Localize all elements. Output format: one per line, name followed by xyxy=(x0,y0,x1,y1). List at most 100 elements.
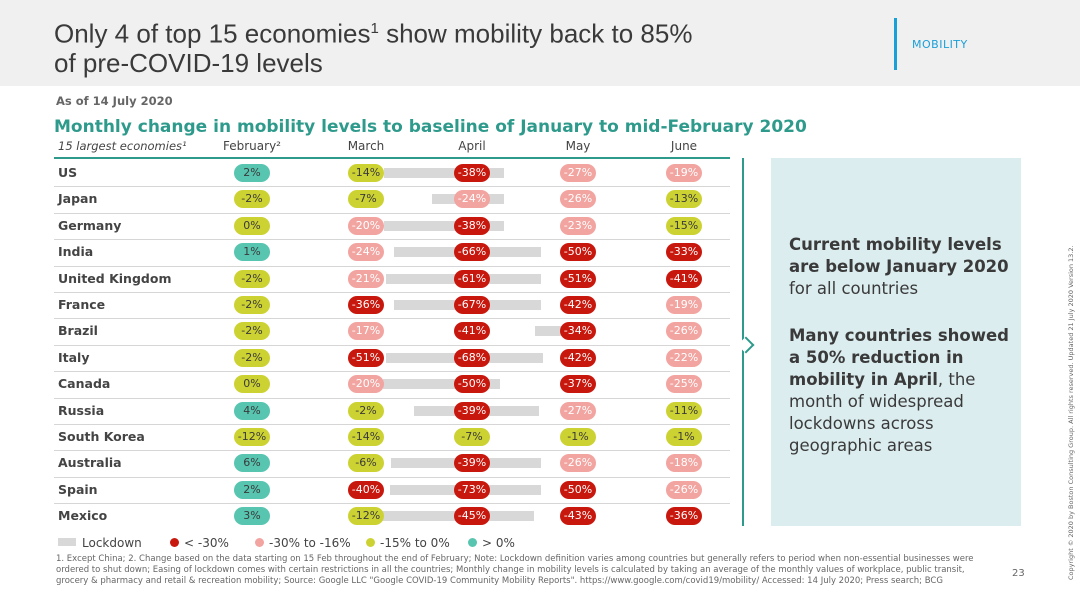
insight-1-rest: for all countries xyxy=(789,279,919,298)
lockdown-bar xyxy=(383,379,500,390)
month-header-3: May xyxy=(565,139,591,153)
mobility-value-pill: -73% xyxy=(454,480,490,499)
mobility-value-pill: -68% xyxy=(454,348,490,367)
legend-red-label: < -30% xyxy=(184,536,229,550)
mobility-value-pill: -43% xyxy=(560,507,596,526)
mobility-value-pill: -66% xyxy=(454,243,490,262)
slide-header xyxy=(0,0,1080,86)
row-divider xyxy=(54,265,730,267)
mobility-value-pill: -50% xyxy=(560,480,596,499)
month-header-4: June xyxy=(670,139,698,153)
month-header-2: April xyxy=(458,139,486,153)
footnotes: 1. Except China; 2. Change based on the … xyxy=(56,554,974,586)
mobility-value-pill: -7% xyxy=(348,190,384,209)
mobility-value-pill: -41% xyxy=(454,322,490,341)
mobility-value-pill: -2% xyxy=(234,296,270,314)
mobility-value-pill: 0% xyxy=(234,216,270,235)
tag-accent-bar xyxy=(894,18,897,70)
mobility-value-pill: -15% xyxy=(666,216,702,235)
table-header-rule xyxy=(54,157,730,159)
mobility-value-pill: -27% xyxy=(560,401,596,420)
chart-subtitle: Monthly change in mobility levels to bas… xyxy=(54,117,807,137)
mobility-value-pill: -40% xyxy=(348,480,384,499)
row-divider xyxy=(54,212,730,214)
row-divider xyxy=(54,318,730,320)
mobility-value-pill: -38% xyxy=(454,164,490,182)
row-divider xyxy=(54,186,730,188)
as-of-date: As of 14 July 2020 xyxy=(56,94,173,108)
mobility-value-pill: 4% xyxy=(234,401,270,420)
row-divider xyxy=(54,476,730,478)
row-divider xyxy=(54,503,730,505)
mobility-value-pill: -42% xyxy=(560,296,596,314)
country-label: Canada xyxy=(58,376,111,392)
mobility-value-pill: 2% xyxy=(234,164,270,182)
mobility-value-pill: -13% xyxy=(666,190,702,209)
mobility-value-pill: -39% xyxy=(454,454,490,473)
mobility-value-pill: -2% xyxy=(348,401,384,420)
mobility-value-pill: -19% xyxy=(666,296,702,314)
month-header-1: March xyxy=(347,139,385,153)
mobility-value-pill: -1% xyxy=(560,428,596,446)
row-divider xyxy=(54,397,730,399)
mobility-value-pill: -12% xyxy=(234,428,270,446)
insight-panel: Current mobility levels are below Januar… xyxy=(771,158,1021,526)
country-label: India xyxy=(58,244,94,260)
row-divider xyxy=(54,239,730,241)
column-header-economies: 15 largest economies¹ xyxy=(58,139,187,153)
legend-lockdown: Lockdown xyxy=(58,536,142,550)
mobility-value-pill: 0% xyxy=(234,375,270,394)
lockdown-bar xyxy=(384,220,504,231)
row-divider xyxy=(54,344,730,346)
mobility-value-pill: -26% xyxy=(666,322,702,341)
copyright-notice: Copyright © 2020 by Boston Consulting Gr… xyxy=(1067,245,1075,580)
mobility-value-pill: -50% xyxy=(454,375,490,394)
lockdown-bar xyxy=(384,168,504,178)
country-label: France xyxy=(58,297,106,312)
page-number: 23 xyxy=(1012,568,1025,579)
mobility-value-pill: -42% xyxy=(560,348,596,367)
legend-yellow-label: -15% to 0% xyxy=(380,536,450,550)
section-tag: MOBILITY xyxy=(912,38,968,51)
country-label: Italy xyxy=(58,349,90,365)
mobility-value-pill: -27% xyxy=(560,164,596,182)
slide-title: Only 4 of top 15 economies1 show mobilit… xyxy=(54,14,834,78)
mobility-value-pill: -39% xyxy=(454,401,490,420)
mobility-value-pill: -17% xyxy=(348,322,384,341)
mobility-value-pill: -36% xyxy=(348,296,384,314)
mobility-value-pill: -2% xyxy=(234,348,270,367)
mobility-value-pill: -22% xyxy=(666,348,702,367)
legend-red: < -30% xyxy=(170,536,229,550)
lockdown-bar xyxy=(535,326,563,337)
mobility-value-pill: -38% xyxy=(454,216,490,235)
country-label: Japan xyxy=(58,191,98,207)
pink-dot-icon xyxy=(255,538,264,547)
lockdown-swatch xyxy=(58,538,76,546)
country-label: US xyxy=(58,165,78,180)
mobility-value-pill: -2% xyxy=(234,190,270,209)
teal-dot-icon xyxy=(468,538,477,547)
mobility-value-pill: 6% xyxy=(234,454,270,473)
chevron-right-icon xyxy=(737,336,755,354)
country-label: Mexico xyxy=(58,508,108,524)
country-label: Russia xyxy=(58,402,105,418)
yellow-dot-icon xyxy=(366,538,375,547)
mobility-value-pill: -1% xyxy=(666,428,702,446)
insight-2-bold: Many countries showed a 50% reduction in… xyxy=(789,326,1009,389)
country-label: Spain xyxy=(58,481,98,497)
mobility-value-pill: -24% xyxy=(454,190,490,209)
mobility-value-pill: -45% xyxy=(454,507,490,526)
mobility-value-pill: -37% xyxy=(560,375,596,394)
mobility-value-pill: 2% xyxy=(234,480,270,499)
red-dot-icon xyxy=(170,538,179,547)
title-footnote-marker: 1 xyxy=(370,20,379,37)
mobility-value-pill: -18% xyxy=(666,454,702,473)
mobility-value-pill: -2% xyxy=(234,269,270,288)
mobility-value-pill: -6% xyxy=(348,454,384,473)
mobility-value-pill: -36% xyxy=(666,507,702,526)
mobility-value-pill: -51% xyxy=(348,348,384,367)
country-label: South Korea xyxy=(58,429,145,444)
mobility-value-pill: -41% xyxy=(666,269,702,288)
mobility-value-pill: -67% xyxy=(454,296,490,314)
mobility-value-pill: -51% xyxy=(560,269,596,288)
